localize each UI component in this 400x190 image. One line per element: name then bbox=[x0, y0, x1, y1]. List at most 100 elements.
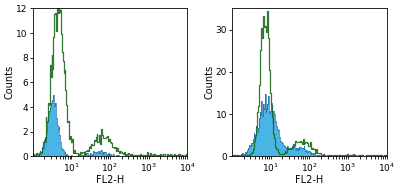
Bar bbox=[104, 152, 105, 157]
Bar bbox=[106, 154, 107, 157]
Bar bbox=[166, 156, 167, 157]
Bar bbox=[54, 106, 55, 157]
Bar bbox=[33, 156, 34, 157]
Bar bbox=[367, 156, 368, 157]
Bar bbox=[174, 156, 175, 157]
Bar bbox=[159, 155, 160, 157]
Bar bbox=[99, 153, 100, 157]
Bar bbox=[84, 152, 85, 157]
Bar bbox=[246, 150, 248, 157]
Bar bbox=[44, 142, 45, 157]
Bar bbox=[86, 153, 87, 157]
Bar bbox=[130, 156, 131, 157]
Bar bbox=[324, 156, 325, 157]
Bar bbox=[360, 156, 361, 157]
Bar bbox=[290, 149, 291, 157]
Bar bbox=[331, 156, 332, 157]
Bar bbox=[74, 156, 75, 157]
Bar bbox=[378, 156, 379, 157]
Bar bbox=[67, 155, 68, 157]
Bar bbox=[365, 156, 366, 157]
Bar bbox=[315, 155, 316, 157]
Bar bbox=[82, 155, 83, 157]
Bar bbox=[118, 155, 119, 157]
Bar bbox=[119, 156, 120, 157]
Bar bbox=[238, 155, 239, 157]
Bar bbox=[39, 154, 40, 157]
Bar bbox=[37, 156, 38, 157]
Bar bbox=[362, 155, 363, 157]
Bar bbox=[140, 156, 142, 157]
Bar bbox=[276, 126, 277, 157]
Bar bbox=[56, 119, 57, 157]
Bar bbox=[139, 156, 140, 157]
Bar bbox=[100, 151, 101, 157]
Bar bbox=[332, 156, 333, 157]
Bar bbox=[275, 121, 276, 157]
Bar bbox=[232, 156, 233, 157]
Bar bbox=[71, 156, 72, 157]
Bar bbox=[87, 153, 88, 157]
Bar bbox=[344, 156, 345, 157]
Bar bbox=[248, 148, 249, 157]
Bar bbox=[354, 156, 356, 157]
Bar bbox=[97, 152, 98, 157]
Bar bbox=[377, 156, 378, 157]
Bar bbox=[50, 107, 51, 157]
Bar bbox=[75, 156, 76, 157]
Bar bbox=[309, 151, 310, 157]
Bar bbox=[358, 156, 359, 157]
Bar bbox=[156, 156, 157, 157]
Bar bbox=[125, 156, 126, 157]
Bar bbox=[312, 154, 313, 157]
Bar bbox=[337, 156, 338, 157]
Bar bbox=[302, 148, 303, 157]
Bar bbox=[110, 154, 111, 157]
Bar bbox=[183, 155, 184, 157]
Bar bbox=[94, 152, 95, 157]
Bar bbox=[371, 156, 372, 157]
Bar bbox=[314, 154, 315, 157]
Bar bbox=[127, 156, 128, 157]
Bar bbox=[384, 155, 385, 157]
Bar bbox=[73, 156, 74, 157]
Bar bbox=[329, 156, 330, 157]
Bar bbox=[109, 155, 110, 157]
Bar bbox=[342, 156, 343, 157]
Bar bbox=[181, 156, 182, 157]
Bar bbox=[306, 150, 307, 157]
Bar bbox=[175, 156, 176, 157]
Bar bbox=[347, 155, 348, 157]
Bar bbox=[245, 152, 246, 157]
Bar bbox=[266, 109, 267, 157]
Bar bbox=[293, 146, 294, 157]
Bar bbox=[91, 154, 92, 157]
Bar bbox=[277, 129, 278, 157]
Bar bbox=[158, 156, 159, 157]
X-axis label: FL2-H: FL2-H bbox=[295, 175, 323, 185]
Bar bbox=[285, 147, 286, 157]
Bar bbox=[112, 156, 113, 157]
Bar bbox=[40, 154, 41, 157]
Y-axis label: Counts: Counts bbox=[204, 65, 214, 100]
Bar bbox=[294, 146, 295, 157]
Bar bbox=[66, 154, 67, 157]
Bar bbox=[153, 156, 154, 157]
Bar bbox=[80, 154, 81, 157]
Bar bbox=[308, 151, 309, 157]
Bar bbox=[95, 152, 96, 157]
Bar bbox=[330, 155, 331, 157]
Bar bbox=[138, 156, 139, 157]
Bar bbox=[47, 122, 48, 157]
Bar bbox=[115, 156, 116, 157]
Bar bbox=[255, 137, 256, 157]
Bar bbox=[299, 147, 300, 157]
Bar bbox=[145, 156, 146, 157]
Bar bbox=[185, 156, 186, 157]
Bar bbox=[59, 135, 60, 157]
Bar bbox=[120, 156, 121, 157]
Y-axis label: Counts: Counts bbox=[5, 65, 15, 100]
Bar bbox=[284, 146, 285, 157]
Bar bbox=[325, 156, 326, 157]
Bar bbox=[152, 156, 153, 157]
